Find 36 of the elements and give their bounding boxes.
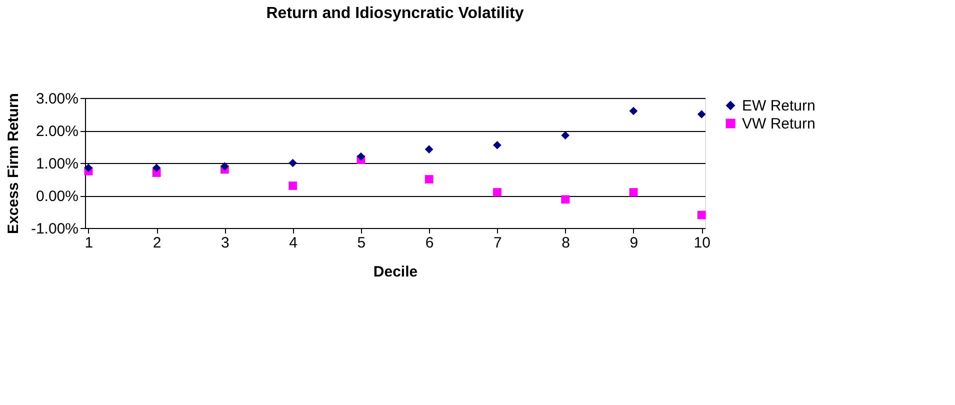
y-tick-label: -1.00% (30, 220, 78, 238)
point (424, 175, 434, 184)
x-tick-label: 5 (357, 234, 366, 252)
legend-label: EW Return (742, 98, 816, 114)
y-axis-title: Excess Firm Return (4, 93, 22, 234)
point (697, 210, 706, 220)
point (84, 164, 93, 172)
point (356, 152, 366, 161)
point (629, 106, 638, 116)
y-tick-label: 1.00% (36, 156, 78, 172)
point (152, 164, 161, 172)
y-tick-label: 2.00% (36, 123, 78, 140)
x-tick-label: 6 (425, 234, 434, 252)
point (493, 188, 502, 196)
point (288, 182, 297, 190)
x-tick-label: 3 (221, 234, 230, 252)
point (561, 131, 570, 140)
x-tick-label: 4 (289, 234, 298, 252)
legend-label: VW Return (742, 116, 816, 132)
point (561, 195, 570, 204)
point (697, 110, 706, 118)
point (493, 140, 502, 150)
chart-title: Return and Idiosyncratic Volatility (266, 5, 524, 22)
point (288, 158, 297, 168)
x-tick-label: 2 (152, 234, 162, 252)
x-tick-label: 9 (630, 234, 638, 252)
y-tick-label: 0.00% (36, 188, 78, 205)
x-tick-label: 7 (494, 234, 502, 252)
x-tick-label: 10 (694, 234, 710, 252)
x-axis-title: Decile (373, 264, 418, 280)
point (424, 145, 434, 154)
point (629, 188, 638, 196)
x-tick-label: 1 (84, 234, 94, 252)
y-tick-label: 3.00% (36, 90, 78, 108)
point (220, 162, 229, 170)
x-tick-label: 8 (562, 234, 570, 252)
